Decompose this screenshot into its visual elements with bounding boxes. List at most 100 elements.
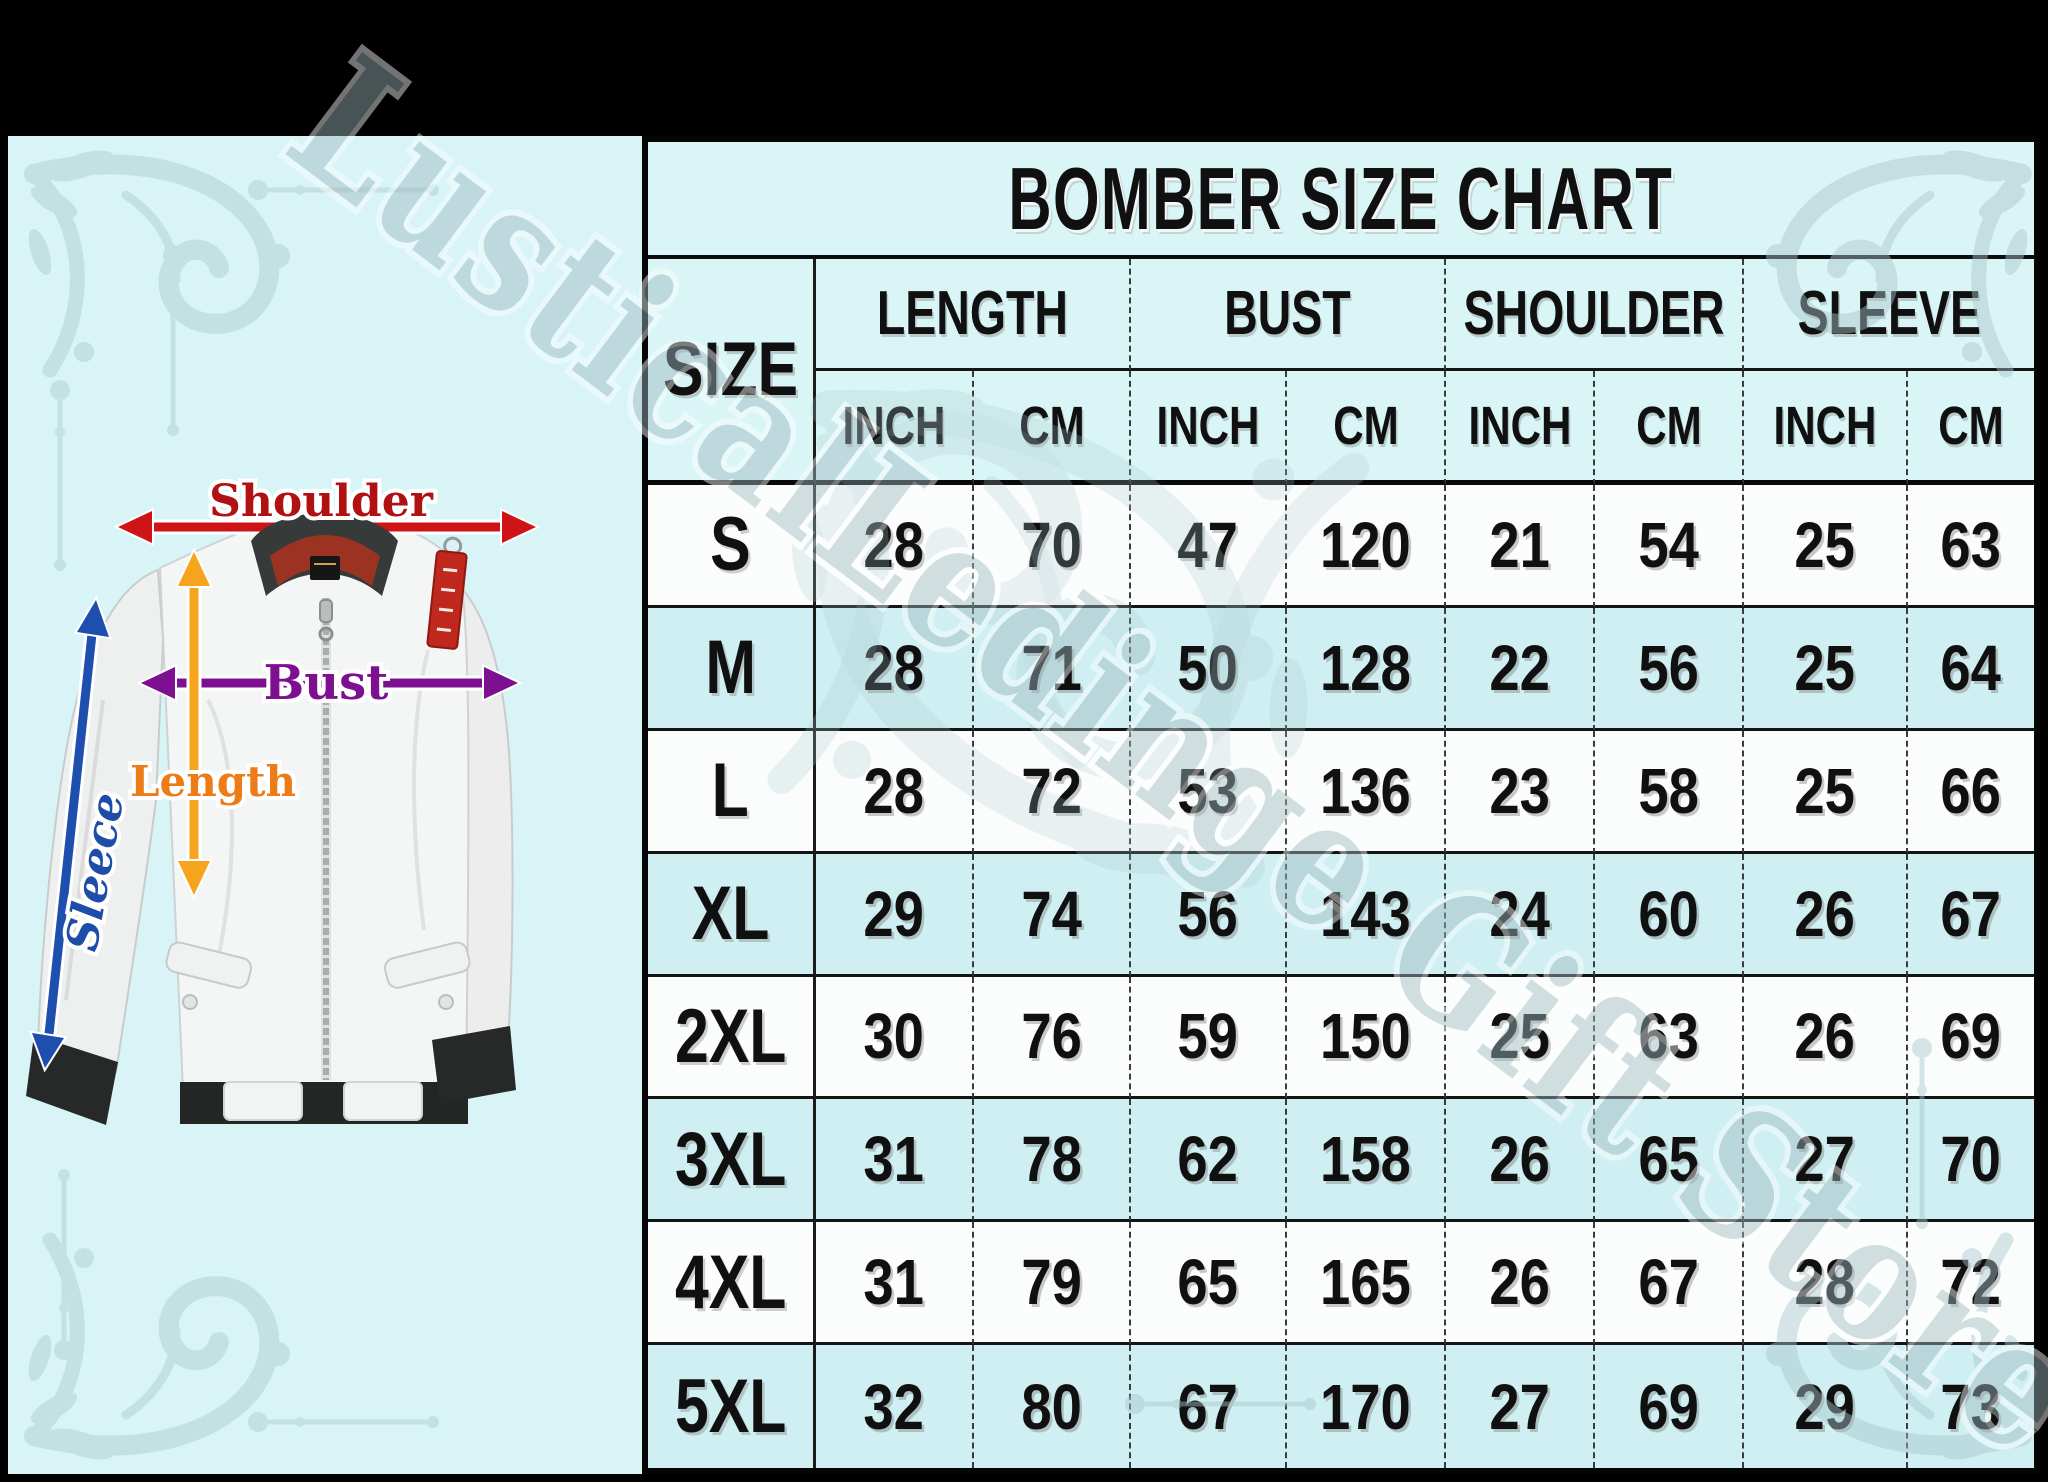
jacket-hem xyxy=(180,1082,468,1124)
value-cell: 73 xyxy=(1908,1345,2034,1468)
value-cell: 170 xyxy=(1287,1345,1446,1468)
value-cell: 25 xyxy=(1446,976,1595,1100)
value-cell: 150 xyxy=(1287,976,1446,1100)
size-chart-table: BOMBER SIZE CHART SIZE LENGTH BUST SHOUL… xyxy=(642,136,2040,1474)
column-header-length: LENGTH xyxy=(816,259,1131,371)
jacket-left-sleeve xyxy=(36,568,165,1074)
value-cell: 128 xyxy=(1287,607,1446,731)
value-cell: 69 xyxy=(1908,976,2034,1100)
value-cell: 71 xyxy=(974,607,1131,731)
value-cell: 58 xyxy=(1595,730,1744,854)
value-cell: 74 xyxy=(974,853,1131,977)
length-label: Length xyxy=(130,757,296,806)
shoulder-label: Shoulder xyxy=(209,476,434,527)
value-cell: 80 xyxy=(974,1345,1131,1468)
background-panel: Shoulder Bust Length Sleece BOMBER SIZE … xyxy=(8,136,2040,1474)
value-cell: 26 xyxy=(1446,1222,1595,1346)
column-header-shoulder: SHOULDER xyxy=(1446,259,1744,371)
size-cell: M xyxy=(648,607,816,731)
value-cell: 63 xyxy=(1595,976,1744,1100)
value-cell: 29 xyxy=(1744,1345,1908,1468)
value-cell: 26 xyxy=(1744,853,1908,977)
value-cell: 67 xyxy=(1131,1345,1287,1468)
value-cell: 32 xyxy=(816,1345,974,1468)
value-cell: 56 xyxy=(1131,853,1287,977)
value-cell: 165 xyxy=(1287,1222,1446,1346)
jacket-diagram: Shoulder Bust Length Sleece xyxy=(8,136,541,1474)
corner-flourish-top-left xyxy=(24,144,439,571)
size-cell: 2XL xyxy=(648,976,816,1100)
value-cell: 31 xyxy=(816,1099,974,1223)
value-cell: 22 xyxy=(1446,607,1595,731)
unit-header-shoulder-cm: CM xyxy=(1595,371,1744,485)
value-cell: 28 xyxy=(816,607,974,731)
value-cell: 26 xyxy=(1446,1099,1595,1223)
value-cell: 30 xyxy=(816,976,974,1100)
length-arrow xyxy=(174,547,214,900)
value-cell: 29 xyxy=(816,853,974,977)
value-cell: 24 xyxy=(1446,853,1595,977)
value-cell: 31 xyxy=(816,1222,974,1346)
unit-header-bust-inch: INCH xyxy=(1131,371,1287,485)
size-cell: L xyxy=(648,730,816,854)
unit-header-length-inch: INCH xyxy=(816,371,974,485)
bust-arrow xyxy=(136,663,523,703)
value-cell: 120 xyxy=(1287,485,1446,608)
jacket-lining xyxy=(270,535,380,586)
value-cell: 69 xyxy=(1595,1345,1744,1468)
value-cell: 70 xyxy=(1908,1099,2034,1223)
value-cell: 72 xyxy=(1908,1222,2034,1346)
jacket-right-sleeve xyxy=(418,570,514,1058)
value-cell: 65 xyxy=(1595,1099,1744,1223)
sleeve-label: Sleece xyxy=(57,789,135,955)
value-cell: 50 xyxy=(1131,607,1287,731)
value-cell: 63 xyxy=(1908,485,2034,608)
value-cell: 158 xyxy=(1287,1099,1446,1223)
value-cell: 136 xyxy=(1287,730,1446,854)
table-title: BOMBER SIZE CHART xyxy=(648,142,2034,259)
jacket-body xyxy=(158,523,470,1091)
bust-label: Bust xyxy=(264,655,389,711)
value-cell: 79 xyxy=(974,1222,1131,1346)
value-cell: 25 xyxy=(1744,607,1908,731)
value-cell: 64 xyxy=(1908,607,2034,731)
value-cell: 56 xyxy=(1595,607,1744,731)
value-cell: 21 xyxy=(1446,485,1595,608)
value-cell: 66 xyxy=(1908,730,2034,854)
column-header-size: SIZE xyxy=(648,259,816,485)
value-cell: 28 xyxy=(816,485,974,608)
unit-header-sleeve-cm: CM xyxy=(1908,371,2034,485)
value-cell: 67 xyxy=(1908,853,2034,977)
sleeve-arrow xyxy=(28,595,112,1073)
unit-header-shoulder-inch: INCH xyxy=(1446,371,1595,485)
value-cell: 28 xyxy=(816,730,974,854)
value-cell: 47 xyxy=(1131,485,1287,608)
column-header-sleeve: SLEEVE xyxy=(1744,259,2034,371)
remove-before-flight-tag xyxy=(426,536,468,650)
value-cell: 59 xyxy=(1131,976,1287,1100)
value-cell: 54 xyxy=(1595,485,1744,608)
value-cell: 27 xyxy=(1446,1345,1595,1468)
value-cell: 78 xyxy=(974,1099,1131,1223)
value-cell: 143 xyxy=(1287,853,1446,977)
value-cell: 53 xyxy=(1131,730,1287,854)
value-cell: 28 xyxy=(1744,1222,1908,1346)
value-cell: 65 xyxy=(1131,1222,1287,1346)
value-cell: 27 xyxy=(1744,1099,1908,1223)
value-cell: 62 xyxy=(1131,1099,1287,1223)
unit-header-sleeve-inch: INCH xyxy=(1744,371,1908,485)
unit-header-length-cm: CM xyxy=(974,371,1131,485)
jacket-collar xyxy=(251,513,398,596)
jacket-right-cuff xyxy=(432,1026,516,1104)
value-cell: 26 xyxy=(1744,976,1908,1100)
unit-header-bust-cm: CM xyxy=(1287,371,1446,485)
bomber-jacket-illustration: Shoulder Bust Length Sleece xyxy=(26,472,541,1125)
size-cell: 4XL xyxy=(648,1222,816,1346)
value-cell: 76 xyxy=(974,976,1131,1100)
value-cell: 72 xyxy=(974,730,1131,854)
value-cell: 25 xyxy=(1744,485,1908,608)
size-cell: S xyxy=(648,485,816,608)
corner-flourish-bottom-left xyxy=(24,1169,439,1466)
value-cell: 25 xyxy=(1744,730,1908,854)
